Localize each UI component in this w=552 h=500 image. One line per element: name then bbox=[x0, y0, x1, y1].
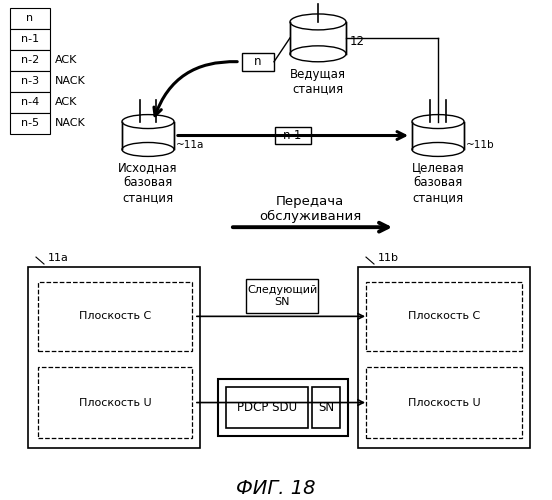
Text: n-1: n-1 bbox=[283, 129, 302, 142]
Bar bbox=[358, 267, 530, 448]
Text: ~11b: ~11b bbox=[466, 140, 495, 150]
Text: n: n bbox=[254, 56, 262, 68]
Text: n-5: n-5 bbox=[21, 118, 39, 128]
Text: PDCP SDU: PDCP SDU bbox=[237, 401, 297, 414]
Text: SN: SN bbox=[318, 401, 334, 414]
Bar bbox=[10, 50, 50, 70]
Ellipse shape bbox=[122, 114, 174, 128]
Text: NACK: NACK bbox=[55, 76, 86, 86]
Text: Плоскость C: Плоскость C bbox=[79, 312, 151, 322]
Ellipse shape bbox=[290, 14, 346, 30]
Ellipse shape bbox=[412, 114, 464, 128]
Bar bbox=[28, 267, 200, 448]
Text: n-3: n-3 bbox=[21, 76, 39, 86]
Text: ФИГ. 18: ФИГ. 18 bbox=[236, 478, 316, 498]
Ellipse shape bbox=[412, 142, 464, 156]
Bar bbox=[275, 126, 311, 144]
Text: Следующий
SN: Следующий SN bbox=[247, 285, 317, 306]
Text: ACK: ACK bbox=[55, 56, 77, 66]
Text: n-1: n-1 bbox=[21, 34, 39, 44]
Text: Передача
обслуживания: Передача обслуживания bbox=[259, 195, 361, 223]
Bar bbox=[38, 366, 192, 438]
Bar bbox=[10, 92, 50, 112]
Polygon shape bbox=[122, 122, 174, 150]
Polygon shape bbox=[290, 22, 346, 54]
Bar bbox=[242, 53, 274, 70]
Text: Плоскость U: Плоскость U bbox=[79, 398, 151, 407]
Text: 11b: 11b bbox=[378, 253, 399, 263]
Polygon shape bbox=[412, 122, 464, 150]
Bar bbox=[226, 386, 308, 428]
Bar bbox=[366, 282, 522, 350]
Bar bbox=[38, 282, 192, 350]
Ellipse shape bbox=[122, 142, 174, 156]
Text: 12: 12 bbox=[350, 36, 365, 49]
Text: n-2: n-2 bbox=[21, 56, 39, 66]
Text: Исходная
базовая
станция: Исходная базовая станция bbox=[118, 162, 178, 204]
Text: 11a: 11a bbox=[48, 253, 69, 263]
Bar bbox=[10, 112, 50, 134]
Bar bbox=[10, 29, 50, 50]
FancyArrowPatch shape bbox=[154, 62, 237, 116]
Text: Целевая
базовая
станция: Целевая базовая станция bbox=[412, 162, 464, 204]
Text: ~11a: ~11a bbox=[176, 140, 204, 150]
Bar bbox=[312, 386, 340, 428]
Bar bbox=[218, 378, 348, 436]
Text: Плоскость C: Плоскость C bbox=[408, 312, 480, 322]
Ellipse shape bbox=[290, 46, 346, 62]
Text: ACK: ACK bbox=[55, 97, 77, 107]
Text: n-4: n-4 bbox=[21, 97, 39, 107]
Text: Ведущая
станция: Ведущая станция bbox=[290, 68, 346, 96]
Bar bbox=[366, 366, 522, 438]
Text: Плоскость U: Плоскость U bbox=[408, 398, 480, 407]
Text: NACK: NACK bbox=[55, 118, 86, 128]
Bar bbox=[10, 8, 50, 29]
Bar bbox=[10, 70, 50, 92]
Text: n: n bbox=[26, 14, 34, 24]
Bar bbox=[246, 279, 318, 313]
